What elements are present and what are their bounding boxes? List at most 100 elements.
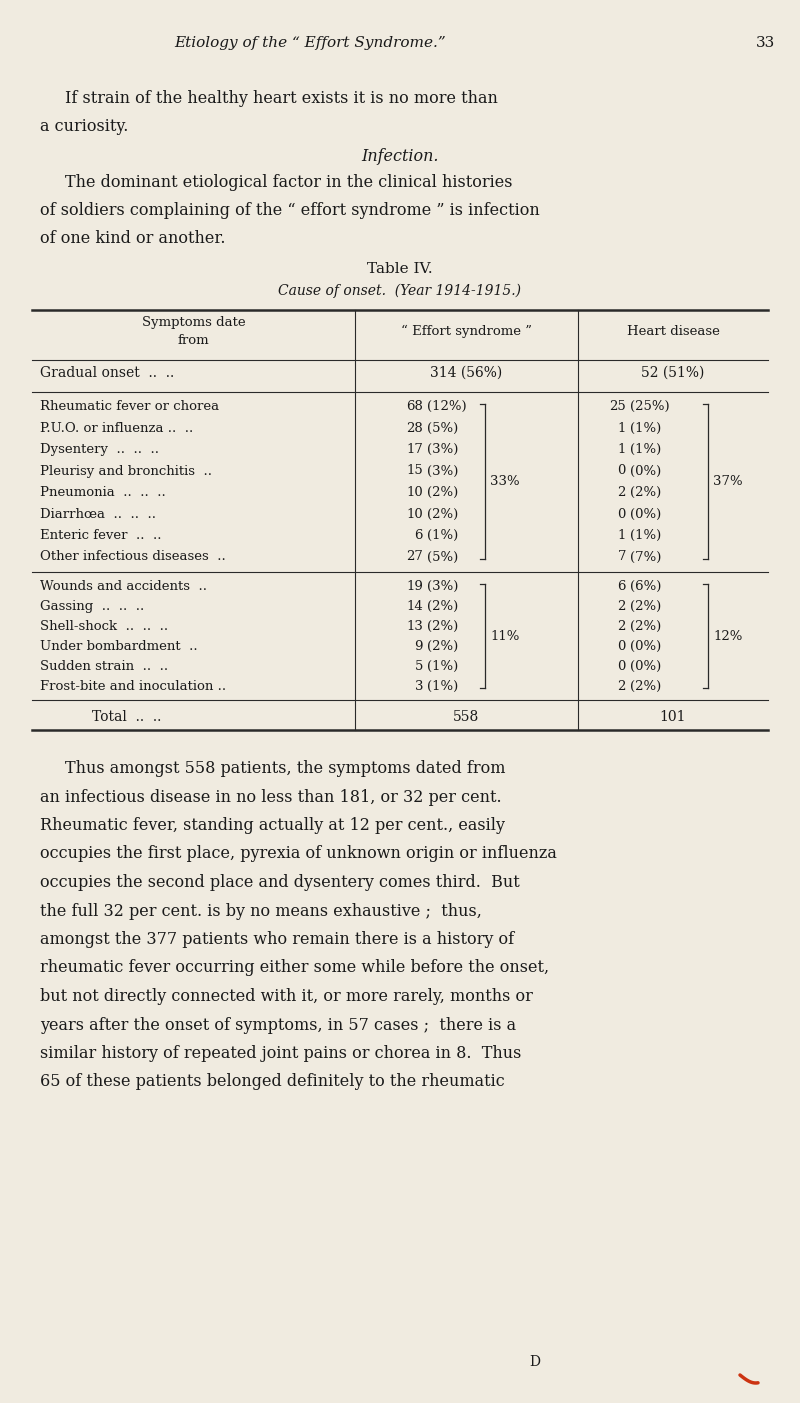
- Text: 2: 2: [618, 620, 626, 633]
- Text: Wounds and accidents  ..: Wounds and accidents ..: [40, 579, 207, 593]
- Text: 3: 3: [414, 680, 423, 693]
- Text: 33%: 33%: [490, 474, 520, 488]
- Text: D: D: [530, 1355, 541, 1369]
- Text: 33: 33: [756, 36, 775, 51]
- Text: Heart disease: Heart disease: [626, 325, 719, 338]
- Text: 52 (51%): 52 (51%): [642, 366, 705, 380]
- Text: Gassing  ..  ..  ..: Gassing .. .. ..: [40, 600, 144, 613]
- Text: Pleurisy and bronchitis  ..: Pleurisy and bronchitis ..: [40, 464, 212, 477]
- Text: Symptoms date: Symptoms date: [142, 316, 246, 328]
- Text: 15: 15: [406, 464, 423, 477]
- Text: 68: 68: [406, 400, 423, 412]
- Text: Enteric fever  ..  ..: Enteric fever .. ..: [40, 529, 162, 542]
- Text: but not directly connected with it, or more rarely, months or: but not directly connected with it, or m…: [40, 988, 533, 1005]
- Text: 2: 2: [618, 680, 626, 693]
- Text: Other infectious diseases  ..: Other infectious diseases ..: [40, 550, 226, 564]
- Text: (2%): (2%): [427, 620, 458, 633]
- Text: (0%): (0%): [630, 659, 662, 673]
- Text: 0: 0: [618, 659, 626, 673]
- Text: (0%): (0%): [630, 464, 662, 477]
- Text: 10: 10: [406, 508, 423, 521]
- Text: (1%): (1%): [427, 680, 458, 693]
- Text: 1: 1: [618, 529, 626, 542]
- Text: Table IV.: Table IV.: [367, 262, 433, 276]
- Text: (2%): (2%): [630, 620, 662, 633]
- Text: (7%): (7%): [630, 550, 662, 564]
- Text: (1%): (1%): [630, 443, 662, 456]
- Text: 558: 558: [454, 710, 480, 724]
- Text: years after the onset of symptoms, in 57 cases ;  there is a: years after the onset of symptoms, in 57…: [40, 1017, 516, 1034]
- Text: 17: 17: [406, 443, 423, 456]
- Text: 2: 2: [618, 600, 626, 613]
- Text: “ Effort syndrome ”: “ Effort syndrome ”: [401, 325, 532, 338]
- Text: 2: 2: [618, 485, 626, 499]
- Text: 1: 1: [618, 443, 626, 456]
- Text: Sudden strain  ..  ..: Sudden strain .. ..: [40, 659, 168, 673]
- Text: of one kind or another.: of one kind or another.: [40, 230, 226, 247]
- Text: The dominant etiological factor in the clinical histories: The dominant etiological factor in the c…: [65, 174, 513, 191]
- Text: an infectious disease in no less than 181, or 32 per cent.: an infectious disease in no less than 18…: [40, 788, 502, 805]
- Text: (3%): (3%): [427, 464, 458, 477]
- Text: amongst the 377 patients who remain there is a history of: amongst the 377 patients who remain ther…: [40, 932, 514, 948]
- Text: (6%): (6%): [630, 579, 662, 593]
- Text: (2%): (2%): [427, 485, 458, 499]
- Text: the full 32 per cent. is by no means exhaustive ;  thus,: the full 32 per cent. is by no means exh…: [40, 902, 482, 919]
- Text: (2%): (2%): [630, 680, 662, 693]
- Text: Under bombardment  ..: Under bombardment ..: [40, 640, 198, 652]
- Text: 0: 0: [618, 508, 626, 521]
- Text: 25: 25: [610, 400, 626, 412]
- Text: 101: 101: [660, 710, 686, 724]
- Text: Diarrhœa  ..  ..  ..: Diarrhœa .. .. ..: [40, 508, 156, 521]
- Text: Etiology of the “ Effort Syndrome.”: Etiology of the “ Effort Syndrome.”: [174, 36, 446, 51]
- Text: similar history of repeated joint pains or chorea in 8.  Thus: similar history of repeated joint pains …: [40, 1045, 522, 1062]
- Text: of soldiers complaining of the “ effort syndrome ” is infection: of soldiers complaining of the “ effort …: [40, 202, 540, 219]
- Text: 5: 5: [414, 659, 423, 673]
- Text: 19: 19: [406, 579, 423, 593]
- Text: (25%): (25%): [630, 400, 670, 412]
- Text: Total  ..  ..: Total .. ..: [92, 710, 162, 724]
- Text: (2%): (2%): [427, 640, 458, 652]
- Text: rheumatic fever occurring either some while before the onset,: rheumatic fever occurring either some wh…: [40, 960, 549, 976]
- Text: a curiosity.: a curiosity.: [40, 118, 128, 135]
- Text: Frost-bite and inoculation ..: Frost-bite and inoculation ..: [40, 680, 226, 693]
- Text: occupies the first place, pyrexia of unknown origin or influenza: occupies the first place, pyrexia of unk…: [40, 846, 557, 863]
- Text: (12%): (12%): [427, 400, 466, 412]
- Text: 37%: 37%: [713, 474, 742, 488]
- Text: Rheumatic fever or chorea: Rheumatic fever or chorea: [40, 400, 219, 412]
- Text: (2%): (2%): [427, 508, 458, 521]
- Text: Shell-shock  ..  ..  ..: Shell-shock .. .. ..: [40, 620, 168, 633]
- Text: occupies the second place and dysentery comes third.  But: occupies the second place and dysentery …: [40, 874, 520, 891]
- Text: from: from: [178, 334, 210, 347]
- Text: (1%): (1%): [630, 421, 662, 435]
- Text: 14: 14: [406, 600, 423, 613]
- Text: Infection.: Infection.: [362, 147, 438, 166]
- Text: 28: 28: [406, 421, 423, 435]
- Text: 7: 7: [618, 550, 626, 564]
- Text: (2%): (2%): [630, 485, 662, 499]
- Text: (2%): (2%): [427, 600, 458, 613]
- Text: 6: 6: [414, 529, 423, 542]
- Text: (3%): (3%): [427, 579, 458, 593]
- Text: (3%): (3%): [427, 443, 458, 456]
- Text: (0%): (0%): [630, 508, 662, 521]
- Text: (1%): (1%): [427, 529, 458, 542]
- Text: 0: 0: [618, 464, 626, 477]
- Text: 0: 0: [618, 640, 626, 652]
- Text: P.U.O. or influenza ..  ..: P.U.O. or influenza .. ..: [40, 421, 194, 435]
- Text: (5%): (5%): [427, 421, 458, 435]
- Text: (1%): (1%): [630, 529, 662, 542]
- Text: 9: 9: [414, 640, 423, 652]
- Text: 1: 1: [618, 421, 626, 435]
- Text: 6: 6: [618, 579, 626, 593]
- Text: If strain of the healthy heart exists it is no more than: If strain of the healthy heart exists it…: [65, 90, 498, 107]
- Text: (5%): (5%): [427, 550, 458, 564]
- Text: Pneumonia  ..  ..  ..: Pneumonia .. .. ..: [40, 485, 166, 499]
- Text: Rheumatic fever, standing actually at 12 per cent., easily: Rheumatic fever, standing actually at 12…: [40, 817, 505, 833]
- Text: 10: 10: [406, 485, 423, 499]
- Text: Thus amongst 558 patients, the symptoms dated from: Thus amongst 558 patients, the symptoms …: [65, 760, 506, 777]
- Text: 314 (56%): 314 (56%): [430, 366, 502, 380]
- Text: Gradual onset  ..  ..: Gradual onset .. ..: [40, 366, 174, 380]
- Text: 12%: 12%: [713, 630, 742, 643]
- Text: (1%): (1%): [427, 659, 458, 673]
- Text: (2%): (2%): [630, 600, 662, 613]
